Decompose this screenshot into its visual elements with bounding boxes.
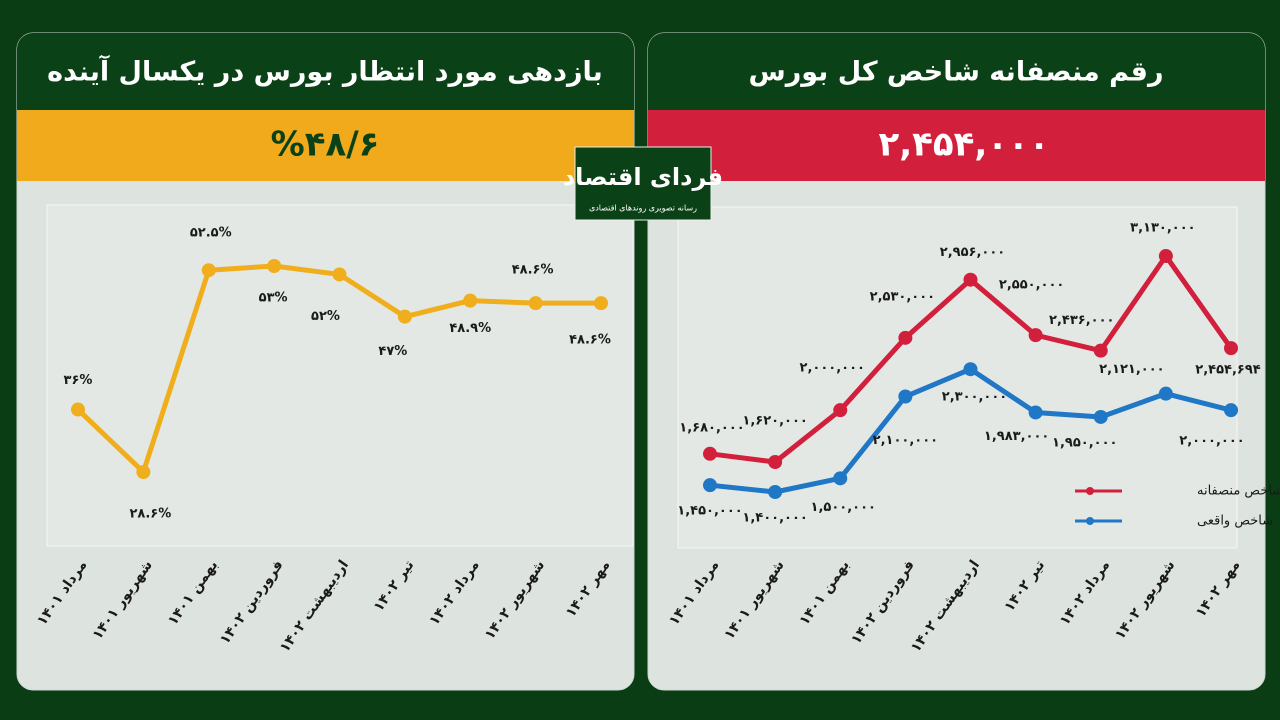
value-label: ۱,۴۵۰,۰۰۰ (677, 504, 742, 519)
value-label: ۲,۴۵۴,۶۹۴ (1195, 363, 1260, 378)
value-label: ۴۸.۶% (569, 333, 611, 348)
value-label: ۱,۹۵۰,۰۰۰ (1052, 435, 1117, 450)
value-label: ۲,۵۳۰,۰۰۰ (870, 289, 935, 304)
point (332, 267, 347, 282)
value-label: ۲,۱۰۰,۰۰۰ (873, 433, 938, 448)
point (833, 471, 848, 486)
value-label: ۵۲% (311, 309, 340, 324)
logo-tagline: رسانه تصویری روندهای اقتصادی (589, 204, 697, 213)
point (1158, 386, 1173, 401)
chart-subtitle: %۴۸/۶ (271, 125, 380, 165)
logo-name: فردای اقتصاد (563, 163, 723, 191)
value-label: ۴۷% (378, 344, 407, 359)
value-label: ۵۲.۵% (190, 226, 232, 241)
panel-header (17, 33, 634, 110)
value-label: ۲,۰۰۰,۰۰۰ (800, 361, 865, 376)
value-label: ۲,۰۰۰,۰۰۰ (1179, 434, 1244, 449)
value-label: ۲,۳۰۰,۰۰۰ (942, 390, 1007, 405)
point (898, 330, 913, 345)
value-label: ۲,۱۲۱,۰۰۰ (1099, 362, 1164, 377)
legend-marker (1086, 487, 1094, 495)
value-label: ۱,۶۸۰,۰۰۰ (679, 420, 744, 435)
point (1224, 403, 1238, 418)
value-label: ۴۸.۹% (449, 321, 491, 336)
plot-area (46, 204, 634, 547)
value-label: ۱,۴۰۰,۰۰۰ (742, 511, 807, 526)
value-label: ۵۳% (259, 291, 288, 306)
point (463, 293, 478, 308)
point (1028, 328, 1043, 343)
point (703, 478, 717, 493)
point (1093, 343, 1108, 358)
point (833, 403, 848, 418)
point (1158, 249, 1173, 263)
value-label: ۳۶% (64, 373, 93, 388)
value-label: ۱,۶۲۰,۰۰۰ (742, 413, 807, 428)
point (71, 402, 85, 417)
value-label: ۲,۴۳۶,۰۰۰ (1049, 313, 1114, 328)
value-label: ۱,۵۰۰,۰۰۰ (811, 500, 876, 515)
point (397, 309, 412, 324)
legend-label: شاخص واقعی (1197, 514, 1273, 529)
value-band (648, 110, 1265, 181)
point (1093, 409, 1108, 424)
value-label: ۳,۱۳۰,۰۰۰ (1130, 221, 1195, 236)
value-band (17, 110, 634, 181)
point (898, 389, 913, 404)
point (267, 259, 282, 273)
value-label: ۲۸.۶% (129, 507, 171, 522)
point (768, 485, 783, 499)
point (594, 296, 608, 311)
value-label: ۲,۵۵۰,۰۰۰ (999, 278, 1064, 293)
value-label: ۱,۹۸۳,۰۰۰ (984, 429, 1049, 444)
chart-title: بازدهی مورد انتظار بورس در یکسال آینده (47, 55, 603, 88)
legend-label: شاخص منصفانه (1197, 484, 1280, 499)
point (136, 465, 151, 479)
point (963, 362, 978, 377)
point (963, 272, 978, 287)
point (528, 296, 543, 311)
value-label: ۴۸.۶% (512, 263, 554, 278)
value-label: ۲,۹۵۶,۰۰۰ (940, 245, 1005, 260)
point (768, 454, 783, 469)
point (1028, 405, 1043, 420)
point (1224, 341, 1238, 356)
point (703, 446, 717, 461)
panel-header (648, 33, 1265, 110)
point (201, 263, 216, 278)
chart-subtitle: ۲,۴۵۴,۰۰۰ (878, 125, 1049, 165)
chart-title: رقم منصفانه شاخص کل بورس (748, 57, 1163, 88)
logo-box (574, 146, 712, 221)
legend-marker (1086, 517, 1094, 525)
